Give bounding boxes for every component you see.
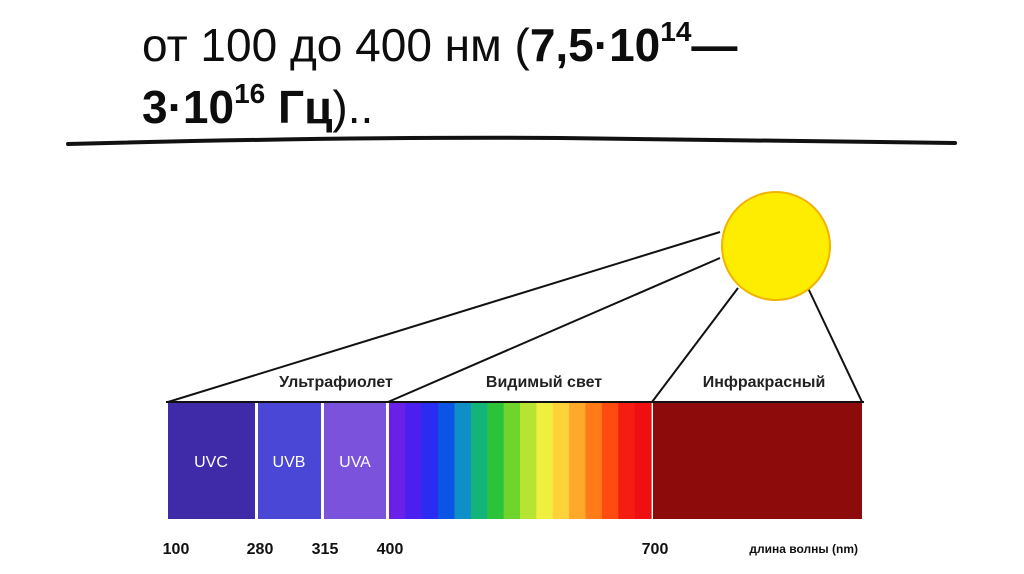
visible-color-stripe [601, 403, 619, 519]
title-frequency-high: 3·10 [142, 81, 235, 133]
tick-label-700: 700 [642, 541, 669, 558]
visible-color-stripe [552, 403, 570, 519]
uva-band [324, 403, 386, 519]
infrared-band [653, 403, 862, 519]
visible-color-stripe [405, 403, 423, 519]
sun-ray [387, 257, 721, 403]
visible-color-stripe [520, 403, 537, 519]
uvb-band-label: UVB [273, 454, 306, 471]
title-suffix: ).. [332, 81, 374, 133]
visible-color-stripe [470, 403, 488, 519]
visible-light-band [389, 403, 652, 519]
tick-label-280: 280 [247, 541, 274, 558]
axis-label-wavelength: длина волны (nm) [749, 542, 858, 556]
slide-title: от 100 до 400 нм (7,5·1014— 3·1016 Гц).. [142, 14, 1002, 138]
category-label-infrared: Инфракрасный [703, 374, 826, 391]
title-line-1: от 100 до 400 нм (7,5·1014— [142, 14, 1002, 76]
uvc-band [168, 403, 255, 519]
visible-color-stripe [536, 403, 554, 519]
sun-ray [167, 231, 721, 403]
title-frequency-high-exponent: 16 [234, 78, 266, 109]
visible-color-stripe [569, 403, 587, 519]
sun-ray [651, 287, 739, 403]
visible-color-stripe [487, 403, 505, 519]
visible-color-stripe [585, 403, 603, 519]
title-range-text: от 100 до 400 нм ( [142, 19, 530, 71]
visible-color-stripe [454, 403, 472, 519]
title-dash: — [691, 19, 738, 71]
uvb-band [258, 403, 321, 519]
title-line-2: 3·1016 Гц).. [142, 76, 1002, 138]
tick-label-400: 400 [377, 541, 404, 558]
sun-icon [721, 191, 831, 301]
visible-color-stripe [438, 403, 456, 519]
visible-color-stripe [389, 403, 406, 519]
tick-label-315: 315 [312, 541, 339, 558]
visible-color-stripe [618, 403, 636, 519]
visible-color-stripe [503, 403, 521, 519]
sun-rays [167, 231, 863, 403]
title-frequency-unit: Гц [265, 81, 333, 133]
uva-band-label: UVA [339, 454, 371, 471]
tick-label-100: 100 [163, 541, 190, 558]
category-label-visible: Видимый свет [486, 374, 602, 391]
visible-color-stripe [634, 403, 652, 519]
visible-color-stripe [421, 403, 439, 519]
title-frequency-low-exponent: 14 [660, 16, 692, 47]
uvc-band-label: UVC [194, 454, 228, 471]
category-label-ultraviolet: Ультрафиолет [279, 374, 393, 391]
title-divider [66, 135, 957, 146]
sun-ray [807, 287, 863, 403]
title-frequency-low: 7,5·10 [529, 19, 661, 71]
